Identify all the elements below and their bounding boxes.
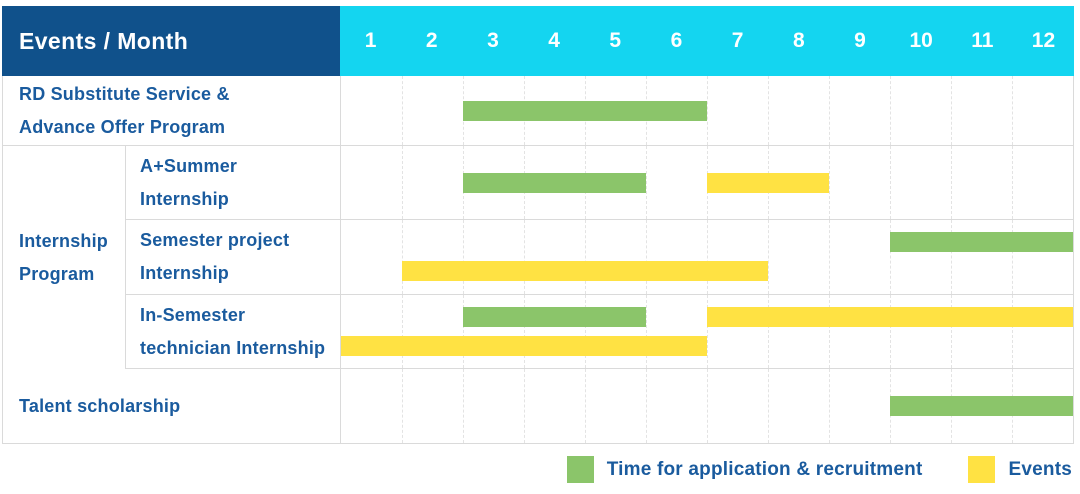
gantt-row: In-Semester technician Internship <box>126 295 1073 369</box>
gantt-row: A+Summer Internship <box>126 146 1073 220</box>
gantt-row: Semester project Internship <box>126 220 1073 295</box>
month-gridline <box>585 369 586 443</box>
month-header-cell: 9 <box>854 29 866 52</box>
row-label: RD Substitute Service & Advance Offer Pr… <box>3 76 341 145</box>
month-gridline <box>707 220 708 294</box>
month-gridline <box>524 295 525 368</box>
month-gridline <box>707 76 708 145</box>
month-header-cell: 8 <box>792 29 805 52</box>
month-header-cell: 7 <box>731 29 744 52</box>
gantt-body: RD Substitute Service & Advance Offer Pr… <box>2 76 1074 444</box>
month-gridline <box>646 295 647 368</box>
gantt-bar-recruitment <box>463 100 707 121</box>
legend-item-recruitment: Time for application & recruitment <box>566 456 923 483</box>
month-header-cell: 6 <box>670 29 683 52</box>
legend-label-events: Events <box>1008 458 1072 480</box>
month-header-cell: 1 <box>364 29 377 52</box>
gantt-bar-events <box>341 336 707 356</box>
month-gridline <box>829 220 830 294</box>
yellow-square-icon <box>968 456 996 483</box>
month-gridline <box>829 146 830 219</box>
month-header-cell: 11 <box>971 29 994 52</box>
row-label: A+Summer Internship <box>126 146 341 219</box>
month-gridline <box>646 220 647 294</box>
month-gridline <box>585 220 586 294</box>
gantt-bar-events <box>707 172 829 193</box>
month-gridline <box>707 369 708 443</box>
month-gridline <box>463 220 464 294</box>
row-label: Talent scholarship <box>3 369 341 443</box>
month-gridline <box>890 295 891 368</box>
legend-item-events: Events <box>968 456 1072 483</box>
month-gridline <box>402 369 403 443</box>
gantt-bar-events <box>402 261 768 281</box>
gantt-chart-cell <box>341 220 1073 294</box>
gantt-bar-recruitment <box>463 172 646 193</box>
month-gridline <box>951 76 952 145</box>
legend-label-recruitment: Time for application & recruitment <box>606 458 923 480</box>
month-gridline <box>951 220 952 294</box>
gantt-chart-cell <box>341 76 1073 145</box>
month-header-cell: 4 <box>548 29 560 52</box>
month-header-cell: 2 <box>425 29 438 52</box>
month-gridline <box>646 146 647 219</box>
events-month-header: Events / Month <box>2 6 340 76</box>
gantt-table: Events / Month 1 2 3 4 5 6 7 8 9 10 11 12 RD Substi… <box>2 6 1074 444</box>
gantt-bar-recruitment <box>890 396 1073 416</box>
row-label: Semester project Internship <box>126 220 341 294</box>
gantt-bar-events <box>707 307 1073 327</box>
gantt-chart-cell <box>341 146 1073 219</box>
month-gridline <box>524 220 525 294</box>
month-gridline <box>402 146 403 219</box>
month-gridline <box>829 76 830 145</box>
month-gridline <box>768 295 769 368</box>
month-gridline <box>951 146 952 219</box>
month-header-row: 1 2 3 4 5 6 7 8 9 10 11 12 <box>340 6 1074 76</box>
month-header-cell: 10 <box>909 29 933 52</box>
month-gridline <box>402 76 403 145</box>
gantt-row: RD Substitute Service & Advance Offer Pr… <box>3 76 1073 146</box>
month-gridline <box>585 295 586 368</box>
row-label: In-Semester technician Internship <box>126 295 341 368</box>
green-square-icon <box>566 456 594 483</box>
month-gridline <box>829 369 830 443</box>
month-gridline <box>646 369 647 443</box>
legend: Time for application & recruitment Event… <box>566 456 1072 483</box>
month-gridline <box>768 220 769 294</box>
group-rows: A+Summer Internship Semester project Inte… <box>126 146 1073 369</box>
month-gridline <box>890 146 891 219</box>
gantt-row: Talent scholarship <box>3 369 1073 443</box>
month-gridline <box>1012 220 1013 294</box>
month-gridline <box>890 76 891 145</box>
month-gridline <box>524 369 525 443</box>
month-gridline <box>463 295 464 368</box>
month-gridline <box>829 295 830 368</box>
month-gridline <box>768 76 769 145</box>
month-gridline <box>951 295 952 368</box>
month-gridline <box>768 369 769 443</box>
table-header-row: Events / Month 1 2 3 4 5 6 7 8 9 10 11 12 <box>2 6 1074 76</box>
gantt-chart-cell <box>341 295 1073 368</box>
month-header-cell: 12 <box>1031 29 1056 52</box>
gantt-bar-recruitment <box>890 232 1073 252</box>
month-gridline <box>707 295 708 368</box>
month-gridline <box>1012 76 1013 145</box>
gantt-row-group: Internship Program A+Summer Internship Sem… <box>3 146 1073 369</box>
month-header-cell: 3 <box>487 29 499 52</box>
month-gridline <box>402 220 403 294</box>
month-gridline <box>1012 146 1013 219</box>
month-header-cell: 5 <box>609 29 622 52</box>
group-label: Internship Program <box>3 146 126 369</box>
gantt-bar-recruitment <box>463 307 646 327</box>
month-gridline <box>463 369 464 443</box>
gantt-chart-cell <box>341 369 1073 443</box>
month-gridline <box>1012 295 1013 368</box>
month-gridline <box>402 295 403 368</box>
month-gridline <box>890 220 891 294</box>
